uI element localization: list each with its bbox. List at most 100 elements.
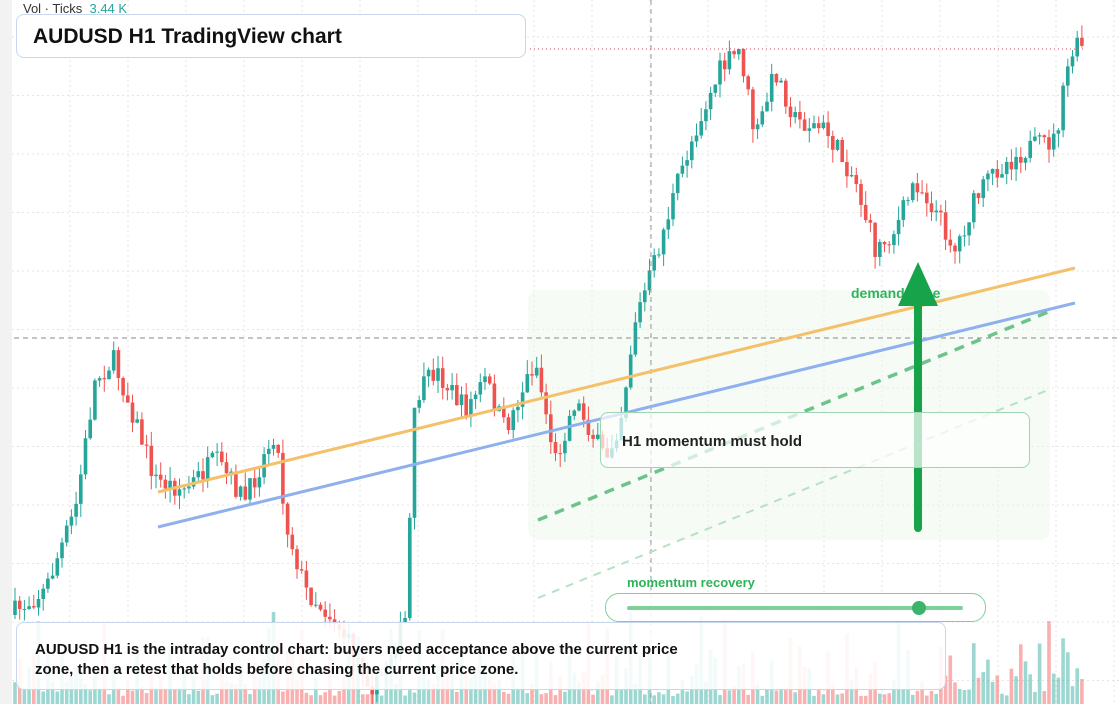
- candle: [657, 254, 661, 256]
- volume-bar: [492, 683, 497, 704]
- candle: [516, 406, 520, 411]
- volume-bar: [1028, 674, 1032, 704]
- volume-bar: [652, 695, 656, 704]
- slider[interactable]: [605, 593, 986, 622]
- candle: [967, 222, 971, 236]
- candle: [986, 173, 990, 180]
- volume-bar: [943, 675, 948, 704]
- volume-bar: [1042, 691, 1047, 704]
- volume-bar: [107, 694, 111, 704]
- candle: [1080, 37, 1084, 46]
- candle: [892, 234, 896, 246]
- volume-bar: [986, 659, 990, 704]
- candle: [135, 419, 139, 423]
- volume-bar: [892, 679, 896, 704]
- volume-bar: [553, 695, 558, 704]
- volume-bar: [934, 693, 938, 704]
- vol-label: Vol · Ticks: [23, 1, 83, 16]
- candle: [229, 471, 233, 474]
- volume-bar: [746, 694, 750, 704]
- candle: [840, 139, 844, 163]
- volume-bar: [50, 682, 55, 704]
- candle: [567, 415, 572, 441]
- candle: [577, 403, 581, 411]
- candle: [83, 438, 88, 475]
- volume-bar: [915, 690, 920, 704]
- candle: [962, 235, 967, 237]
- candle: [727, 51, 732, 70]
- volume-bar: [64, 682, 69, 704]
- candle: [882, 241, 887, 245]
- candle: [915, 183, 920, 193]
- volume-bar: [487, 676, 492, 704]
- candle: [831, 136, 835, 150]
- volume-bar: [525, 693, 530, 704]
- candle: [553, 442, 558, 454]
- volume-bar: [257, 678, 262, 704]
- volume-bar: [765, 688, 769, 704]
- candle: [732, 51, 736, 55]
- candle: [483, 376, 487, 383]
- volume-bar: [412, 692, 417, 704]
- volume-bar: [163, 688, 168, 704]
- volume-bar: [774, 690, 779, 704]
- candle: [638, 302, 642, 323]
- candle: [530, 374, 534, 376]
- candle: [276, 444, 280, 453]
- candle: [1023, 157, 1028, 163]
- candle: [32, 606, 36, 608]
- candle: [680, 165, 685, 174]
- volume-bar: [929, 690, 934, 704]
- volume-bar: [591, 694, 595, 704]
- candle: [215, 451, 219, 453]
- candle: [196, 471, 201, 478]
- candle: [1070, 56, 1075, 67]
- volume-bar: [130, 690, 135, 704]
- volume-bar: [41, 691, 45, 704]
- candle: [779, 80, 783, 83]
- candle: [699, 121, 703, 136]
- candle: [469, 399, 473, 417]
- volume-bar: [314, 677, 318, 704]
- candle: [13, 600, 17, 615]
- volume-bar: [863, 695, 868, 704]
- candle: [1000, 174, 1004, 178]
- candle: [290, 534, 295, 550]
- candle: [1014, 156, 1018, 170]
- volume-bar: [1061, 638, 1065, 704]
- candle: [440, 368, 445, 388]
- volume-bar: [69, 676, 74, 704]
- volume-bar: [309, 695, 313, 704]
- candle: [859, 184, 863, 205]
- candle: [990, 168, 995, 174]
- volume-bar: [995, 675, 1000, 704]
- candle: [154, 474, 158, 476]
- candle: [643, 290, 647, 303]
- volume-bar: [379, 695, 384, 704]
- candle: [887, 244, 891, 246]
- candle: [318, 604, 323, 610]
- candle: [243, 486, 248, 500]
- candle: [793, 111, 797, 118]
- candle: [549, 414, 553, 443]
- candle: [126, 395, 130, 403]
- volume-bar: [831, 683, 835, 704]
- volume-bar: [337, 690, 342, 704]
- title-box: AUDUSD H1 TradingView chart: [16, 14, 526, 58]
- volume-bar: [972, 643, 976, 704]
- slider-knob[interactable]: [912, 601, 926, 615]
- candle: [426, 369, 431, 377]
- volume-bar: [210, 695, 215, 704]
- candle: [41, 588, 45, 600]
- volume-bar: [323, 692, 327, 704]
- volume-bar: [544, 693, 548, 704]
- candle: [816, 123, 821, 129]
- candle: [854, 175, 859, 185]
- candle: [224, 462, 229, 474]
- volume-bar: [224, 681, 229, 704]
- volume-bar: [680, 680, 685, 704]
- volume-bar: [408, 688, 412, 704]
- candle: [417, 400, 421, 408]
- volume-bar: [760, 695, 765, 704]
- candle: [168, 480, 172, 489]
